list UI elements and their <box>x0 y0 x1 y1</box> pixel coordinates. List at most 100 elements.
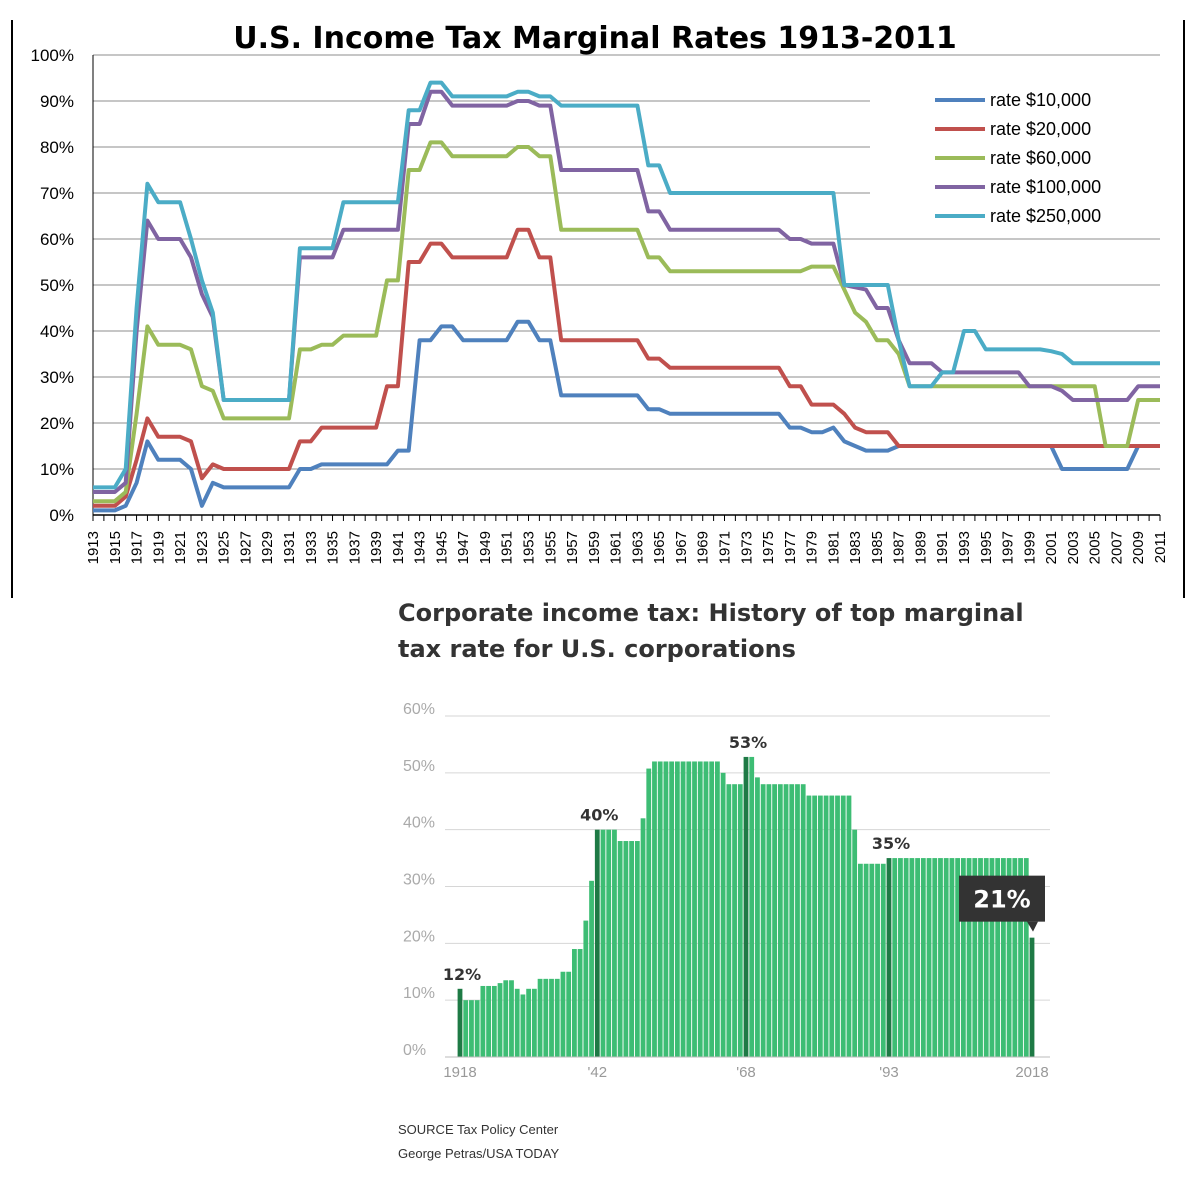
chart2-bar <box>594 829 600 1057</box>
chart2-bar <box>623 841 629 1057</box>
chart2-bar <box>629 841 634 1057</box>
chart2-bar <box>926 858 932 1057</box>
chart2-y-tick-label: 40% <box>403 815 435 832</box>
chart2-bar <box>1001 858 1006 1057</box>
chart1-x-tick-label: 1975 <box>760 531 777 564</box>
chart2-bar <box>766 784 772 1057</box>
chart2-bar <box>457 988 463 1057</box>
chart1-x-tick-label: 1943 <box>412 531 429 564</box>
chart2-bar <box>880 863 886 1057</box>
chart2-bar <box>709 761 715 1057</box>
chart1-x-tick-label: 1929 <box>259 531 276 564</box>
chart1-legend-label: rate $250,000 <box>990 206 1101 226</box>
chart1-x-tick-label: 1989 <box>912 531 929 564</box>
chart2-bar <box>817 795 823 1057</box>
chart2-bar <box>503 980 509 1057</box>
chart1-x-tick-label: 1999 <box>1021 531 1038 564</box>
chart1-x-tick-label: 1935 <box>325 531 342 564</box>
chart2-bar <box>531 988 537 1057</box>
chart1-y-axis: 0% 10% 20% 30% 40% 50% 60% 70% 80% 90% 100% <box>31 46 74 525</box>
chart2-bar <box>703 761 709 1057</box>
chart2-y-tick-label: 20% <box>403 928 435 945</box>
chart2-bar <box>669 761 675 1057</box>
chart1-x-tick-label: 1971 <box>716 531 733 564</box>
chart2-y-axis: 0% 10% 20% 30% 40% 50% 60% <box>403 701 435 1059</box>
chart1-x-tick-label: 1917 <box>129 531 146 564</box>
chart2-bar <box>663 761 669 1057</box>
chart1-y-tick-label: 0% <box>49 506 74 525</box>
chart1-x-tick-label: 1919 <box>150 531 167 564</box>
chart2-source: SOURCE Tax Policy Center <box>398 1122 559 1137</box>
chart2-bar <box>909 858 915 1057</box>
chart2-bar <box>812 795 818 1057</box>
chart1-x-tick-label: 1951 <box>499 531 516 564</box>
chart2-bar <box>932 858 938 1057</box>
chart1-title: U.S. Income Tax Marginal Rates 1913-2011 <box>233 21 957 56</box>
chart2-bar <box>1018 858 1023 1057</box>
chart2-bar <box>715 761 720 1057</box>
chart2-bar <box>566 971 572 1057</box>
chart2-credit: George Petras/USA TODAY <box>398 1146 559 1161</box>
chart2-bar <box>469 1000 474 1057</box>
chart2-bar <box>949 858 955 1057</box>
chart2-annotation-label: 40% <box>580 806 618 825</box>
chart2-bar <box>543 978 549 1057</box>
chart1-x-tick-label: 1991 <box>934 531 951 564</box>
chart2-bar <box>835 795 840 1057</box>
chart1-x-tick-label: 1973 <box>738 531 755 564</box>
chart1-x-tick-label: 1939 <box>368 531 385 564</box>
chart1-series-line-4 <box>93 89 1160 494</box>
chart1-x-tick-label: 1993 <box>956 531 973 564</box>
chart2-bar <box>686 761 692 1057</box>
chart2-y-tick-label: 50% <box>403 758 435 775</box>
chart1-x-tick-label: 1981 <box>825 531 842 564</box>
chart2-bar <box>760 784 766 1057</box>
chart1-y-tick-label: 50% <box>40 276 74 295</box>
chart1-x-tick-label: 2009 <box>1130 531 1147 564</box>
chart2-bar <box>823 795 829 1057</box>
chart1-x-tick-label: 2007 <box>1108 531 1125 564</box>
chart2-y-tick-label: 30% <box>403 872 435 889</box>
chart2-bar <box>737 784 743 1057</box>
chart2-bar <box>617 841 623 1057</box>
chart2-bar <box>474 1000 480 1057</box>
chart2-bar <box>1006 858 1012 1057</box>
chart2-bar <box>983 858 989 1057</box>
chart1-x-tick-label: 1995 <box>978 531 995 564</box>
chart1-series <box>93 80 1160 513</box>
chart2-bar <box>549 978 554 1057</box>
chart2-bar <box>583 920 589 1057</box>
chart1-x-tick-label: 1949 <box>477 531 494 564</box>
chart2-bar <box>1029 937 1035 1057</box>
chart2-annotation-label: 12% <box>443 965 481 984</box>
chart2-bar <box>892 858 898 1057</box>
chart1-y-tick-label: 30% <box>40 368 74 387</box>
chart1-x-tick-label: 1927 <box>237 531 254 564</box>
chart2-bar <box>514 988 520 1057</box>
chart1-x-tick-label: 1977 <box>782 531 799 564</box>
chart2-x-tick-label: 2018 <box>1015 1064 1048 1081</box>
chart2-bar <box>898 858 903 1057</box>
chart1-series-line-3 <box>93 140 1160 504</box>
chart2-bar <box>726 784 732 1057</box>
chart1-x-tick-label: 1933 <box>303 531 320 564</box>
chart1-x-tick-label: 1985 <box>869 531 886 564</box>
chart2-bar <box>577 949 583 1057</box>
chart2-bar <box>486 985 491 1057</box>
chart2-bar <box>903 858 909 1057</box>
chart2-bar <box>640 818 646 1057</box>
chart2-bar <box>858 863 863 1057</box>
chart2-bar <box>783 784 789 1057</box>
chart1-x-tick-label: 1969 <box>695 531 712 564</box>
chart1-legend-label: rate $20,000 <box>990 119 1091 139</box>
chart1-x-tick-label: 1923 <box>194 531 211 564</box>
chart2-bar <box>852 829 858 1057</box>
chart1-y-tick-label: 70% <box>40 184 74 203</box>
chart2-bar <box>829 795 835 1057</box>
chart2-bar <box>966 858 972 1057</box>
chart2-y-tick-label: 60% <box>403 701 435 718</box>
chart2-x-tick-label: 1918 <box>443 1064 476 1081</box>
chart2-bar <box>509 980 514 1057</box>
chart2-bar <box>634 841 640 1057</box>
chart2-bar <box>777 784 783 1057</box>
